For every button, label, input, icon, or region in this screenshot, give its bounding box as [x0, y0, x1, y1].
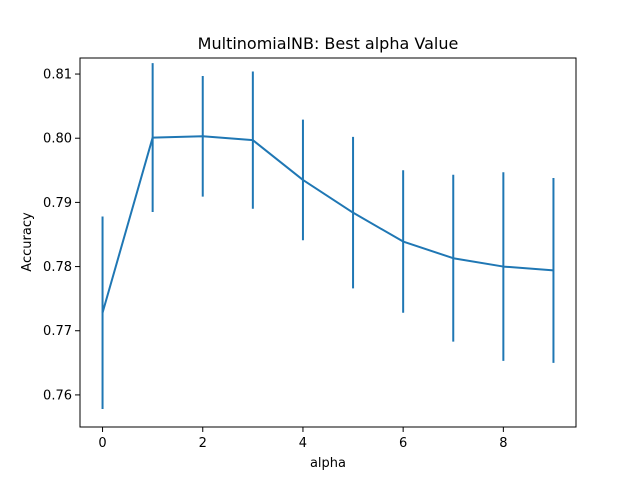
- plot-area: [101, 63, 555, 410]
- x-tick-label: 6: [399, 436, 407, 451]
- x-tick-label: 0: [98, 436, 106, 451]
- y-tick-label: 0.80: [43, 132, 72, 147]
- y-axis-label: Accuracy: [20, 212, 35, 272]
- plot-frame: [79, 57, 577, 428]
- y-tick-label: 0.79: [43, 196, 72, 211]
- axis-ticks: 0 2 4 6 8 0.76 0.77 0.78 0.79 0.80 0.81: [43, 68, 507, 451]
- y-tick-label: 0.77: [43, 324, 72, 339]
- y-tick-label: 0.76: [43, 388, 72, 403]
- y-tick-label: 0.81: [43, 68, 72, 83]
- x-axis-label: alpha: [310, 456, 346, 471]
- series-line: [101, 135, 554, 314]
- x-tick-label: 8: [499, 436, 507, 451]
- y-tick-label: 0.78: [43, 260, 72, 275]
- chart-title: MultinomialNB: Best alpha Value: [198, 34, 459, 53]
- x-tick-label: 2: [199, 436, 207, 451]
- x-tick-label: 4: [299, 436, 307, 451]
